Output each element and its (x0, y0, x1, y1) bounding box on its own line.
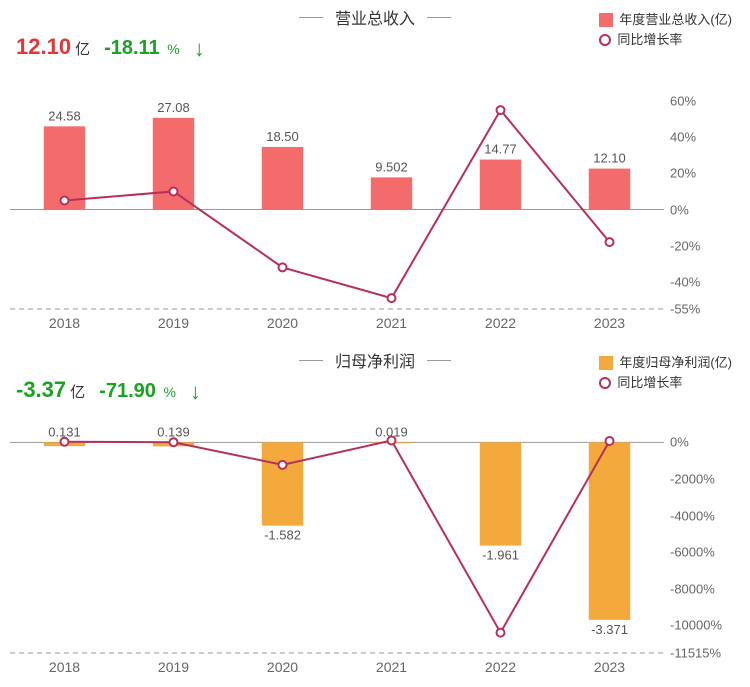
y-tick-label: -6000% (670, 545, 715, 560)
legend-item: 年度营业总收入(亿) (599, 10, 732, 30)
down-arrow-icon: ↓ (194, 36, 205, 62)
x-tick-label: 2020 (228, 659, 337, 681)
line-point (61, 438, 69, 446)
line-point (279, 461, 287, 469)
growth-line (65, 110, 610, 298)
kpi-row: -3.37亿 -71.90 % ↓ (16, 377, 201, 403)
bar-value-label: 18.50 (266, 129, 299, 144)
line-point (497, 629, 505, 637)
y-dash-label: -55% (670, 302, 700, 317)
bar (480, 160, 521, 210)
bar-value-label: 9.502 (375, 159, 408, 174)
x-axis: 201820192020202120222023 (10, 315, 664, 337)
x-axis: 201820192020202120222023 (10, 659, 664, 681)
line-point (279, 263, 287, 271)
line-point (606, 437, 614, 445)
y-tick-label: 0% (670, 202, 689, 217)
y-axis: 0%-2000%-4000%-6000%-8000%-10000%-11515% (670, 435, 744, 653)
x-tick-label: 2020 (228, 315, 337, 337)
kpi-value: 12.10亿 (16, 34, 90, 60)
bar (371, 177, 412, 209)
x-tick-label: 2019 (119, 659, 228, 681)
legend-item: 同比增长率 (599, 373, 732, 393)
bar-value-label: 14.77 (484, 142, 517, 157)
x-tick-label: 2018 (10, 315, 119, 337)
legend-swatch-line (599, 377, 611, 389)
line-point (170, 187, 178, 195)
x-tick-label: 2019 (119, 315, 228, 337)
legend-swatch-bar (599, 356, 613, 370)
x-tick-label: 2022 (446, 315, 555, 337)
legend-label: 同比增长率 (617, 30, 682, 50)
x-tick-label: 2022 (446, 659, 555, 681)
title-rule-left (299, 17, 323, 18)
kpi-value: -3.37亿 (16, 377, 85, 403)
y-axis: 60%40%20%0%-20%-40%-55% (670, 92, 744, 309)
y-tick-label: 60% (670, 94, 696, 109)
y-dash-label: -11515% (670, 646, 721, 661)
chart-svg: 0.1310.139-1.5820.019-1.961-3.371 (10, 435, 664, 653)
y-tick-label: -8000% (670, 581, 715, 596)
title-rule-left (299, 360, 323, 361)
bar (589, 169, 630, 210)
chart-svg: 24.58 27.08 18.50 9.502 14.77 12.10 (10, 92, 664, 309)
kpi-pct: -18.11 % (104, 37, 180, 60)
bar (262, 442, 303, 525)
bar-value-label: -3.371 (591, 622, 628, 637)
x-tick-label: 2021 (337, 315, 446, 337)
bar (480, 442, 521, 545)
legend: 年度营业总收入(亿)同比增长率 (599, 10, 732, 50)
legend-label: 年度归母净利润(亿) (619, 353, 732, 373)
y-tick-label: 40% (670, 130, 696, 145)
x-tick-label: 2023 (555, 315, 664, 337)
legend-swatch-bar (599, 13, 613, 27)
legend-swatch-line (599, 34, 611, 46)
title-rule-right (427, 17, 451, 18)
chart-title: 归母净利润 (323, 348, 427, 372)
kpi-row: 12.10亿 -18.11 % ↓ (16, 34, 205, 60)
down-arrow-icon: ↓ (190, 379, 201, 405)
legend-item: 同比增长率 (599, 30, 732, 50)
x-tick-label: 2018 (10, 659, 119, 681)
line-point (388, 294, 396, 302)
bar-value-label: -1.582 (264, 528, 301, 543)
y-tick-label: -10000% (670, 618, 722, 633)
bar-value-label: 0.139 (157, 424, 190, 439)
line-point (606, 238, 614, 246)
panel-profit: 归母净利润年度归母净利润(亿)同比增长率-3.37亿-71.90 %↓0.131… (0, 343, 750, 687)
bar-value-label: 12.10 (593, 151, 626, 166)
bar-value-label: 24.58 (48, 108, 81, 123)
plot-area: 24.58 27.08 18.50 9.502 14.77 12.10 (10, 92, 664, 309)
legend-label: 年度营业总收入(亿) (619, 10, 732, 30)
bar-value-label: 27.08 (157, 100, 190, 115)
line-point (497, 106, 505, 114)
legend-label: 同比增长率 (617, 373, 682, 393)
line-point (388, 436, 396, 444)
y-tick-label: -2000% (670, 471, 715, 486)
bar-value-label: -1.961 (482, 548, 519, 563)
plot-area: 0.1310.139-1.5820.019-1.961-3.371 (10, 435, 664, 653)
y-tick-label: -40% (670, 274, 700, 289)
line-point (61, 197, 69, 205)
legend-item: 年度归母净利润(亿) (599, 353, 732, 373)
x-tick-label: 2023 (555, 659, 664, 681)
kpi-pct: -71.90 % (99, 380, 176, 403)
title-rule-right (427, 360, 451, 361)
line-point (170, 438, 178, 446)
x-tick-label: 2021 (337, 659, 446, 681)
y-tick-label: -20% (670, 238, 700, 253)
chart-title: 营业总收入 (323, 5, 427, 29)
panel-revenue: 营业总收入 年度营业总收入(亿)同比增长率 12.10亿 -18.11 % ↓ 24.58… (0, 0, 750, 343)
legend: 年度归母净利润(亿)同比增长率 (599, 353, 732, 393)
y-tick-label: 0% (670, 435, 689, 450)
bar (589, 442, 630, 620)
growth-line (65, 440, 610, 632)
y-tick-label: 20% (670, 166, 696, 181)
y-tick-label: -4000% (670, 508, 715, 523)
bar (262, 147, 303, 210)
